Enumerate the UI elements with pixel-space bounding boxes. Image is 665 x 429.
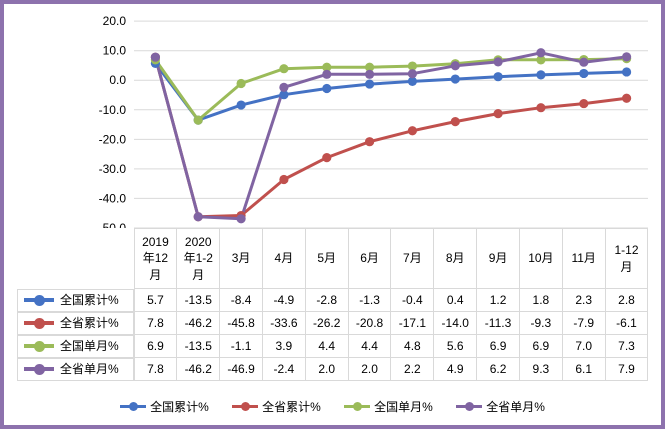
svg-text:-30.0: -30.0 [99,162,127,176]
svg-text:-20.0: -20.0 [99,132,127,146]
svg-text:-40.0: -40.0 [99,191,127,205]
svg-text:20.0: 20.0 [103,14,127,28]
svg-text:-10.0: -10.0 [99,103,127,117]
svg-text:0.0: 0.0 [109,73,126,87]
svg-text:10.0: 10.0 [103,44,127,58]
svg-text:-50.0: -50.0 [99,221,127,228]
